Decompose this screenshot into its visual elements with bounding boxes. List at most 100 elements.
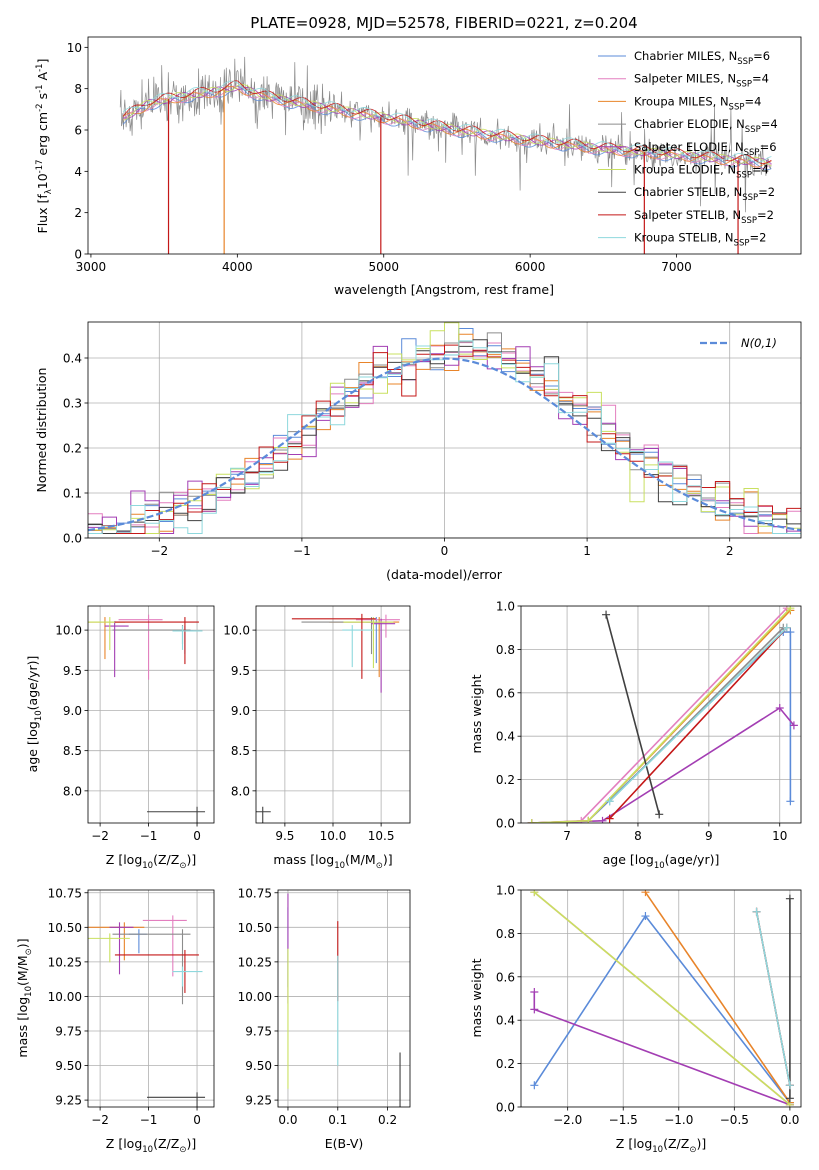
x-tick-label: 4000	[222, 260, 253, 274]
y-tick-label: 0.4	[496, 1014, 515, 1028]
axes-frame	[520, 605, 802, 824]
axes-weight_vs_Z: −2.0 −1.5 −1.0 −0.5 0.0 0.0 0.2 0.4 0.6 0.8 1.0	[496, 884, 802, 1127]
y-tick-label: 9.5	[63, 664, 82, 678]
text-run: age [log	[603, 852, 654, 867]
weight-marker	[785, 894, 794, 903]
text-run: )]	[696, 1136, 706, 1151]
y-tick-label: 8	[74, 82, 82, 96]
text-run: =4	[744, 94, 761, 108]
text-run: =4	[761, 117, 778, 131]
weight-marker	[785, 1081, 794, 1090]
weight-marker	[786, 606, 795, 613]
y-tick-label: 9.0	[63, 704, 82, 718]
y-tick-label: 0.8	[496, 927, 515, 941]
x-axis-label: Z [log10(Z/Z⊙)]	[616, 1136, 706, 1155]
script-run: 10	[142, 1145, 153, 1155]
plot-area	[88, 606, 214, 823]
y-tick-label: 0	[74, 248, 82, 262]
x-tick-label: −1	[140, 829, 158, 843]
text-run: PLATE=0928, MJD=52578, FIBERID=0221, z=0…	[250, 14, 637, 32]
legend-entry: N(0,1)	[741, 336, 777, 350]
weight-marker	[530, 987, 539, 996]
weight-line	[609, 627, 788, 802]
text-run: Salpeter ELODIE, N	[634, 140, 744, 154]
script-run: -17	[35, 159, 45, 173]
text-run: )]	[186, 1136, 196, 1151]
text-run: erg cm	[35, 112, 50, 160]
x-tick-label: −2	[91, 1113, 109, 1127]
y-tick-label: 0.3	[63, 397, 82, 411]
x-tick-label: −0.5	[720, 1113, 749, 1127]
x-tick-label: −1.0	[664, 1113, 693, 1127]
y-tick-label: 0.0	[496, 817, 515, 831]
legend-entry: Chabrier STELIB, NSSP=2	[634, 185, 775, 203]
x-tick-label: 10	[772, 829, 787, 843]
weight-line	[531, 607, 788, 823]
y-tick-label: 10.50	[48, 921, 82, 935]
y-tick-label: 1.0	[496, 884, 515, 898]
x-tick-label: −2	[91, 829, 109, 843]
y-tick-label: 1.0	[496, 600, 515, 614]
x-tick-label: −1	[140, 1113, 158, 1127]
axes-frame	[87, 36, 802, 255]
text-run: )]	[15, 938, 30, 948]
y-tick-label: 10.25	[48, 955, 82, 969]
y-tick-label: 6	[74, 124, 82, 138]
script-run: 10	[652, 1145, 663, 1155]
text-run: Kroupa STELIB, N	[634, 231, 734, 245]
x-tick-label: 8	[634, 829, 642, 843]
weight-marker	[602, 610, 611, 619]
residual-histogram	[88, 340, 801, 534]
x-tick-label: 10.0	[320, 829, 347, 843]
y-tick-label: 0.8	[496, 643, 515, 657]
legend-entry: Salpeter STELIB, NSSP=2	[634, 208, 774, 226]
text-run: s	[35, 93, 50, 104]
axes-age_vs_mass: 9.5 10.0 10.5 8.0 8.5 9.0 9.5 10.0	[223, 605, 411, 843]
text-run: Salpeter STELIB, N	[634, 208, 741, 222]
text-run: mass [log	[15, 997, 30, 1058]
normal-curve	[88, 357, 801, 532]
text-run: (age/yr)]	[25, 656, 40, 711]
text-run: =4	[752, 163, 769, 177]
text-run: =2	[758, 185, 775, 199]
y-axis-label: age [log10(age/yr)]	[25, 656, 44, 773]
text-run: mass [log	[273, 852, 334, 867]
y-tick-label: 10.0	[223, 624, 250, 638]
residual-histogram	[88, 344, 801, 534]
text-run: (M/M	[345, 852, 376, 867]
y-tick-label: 4	[74, 165, 82, 179]
weight-marker	[605, 797, 614, 806]
script-run: 10	[654, 861, 665, 871]
legend-entry: Kroupa MILES, NSSP=4	[634, 94, 761, 112]
script-run: ⊙	[179, 861, 186, 871]
axes-frame	[520, 889, 802, 1108]
y-tick-label: 0.6	[496, 686, 515, 700]
weight-marker	[752, 907, 761, 916]
x-axis-label: (data-model)/error	[386, 567, 503, 582]
weight-marker	[782, 623, 791, 632]
text-run: =2	[749, 231, 766, 245]
weight-line	[531, 706, 795, 823]
script-run: 10	[24, 986, 34, 997]
weight-marker	[530, 1081, 539, 1090]
script-run: λ	[44, 189, 54, 194]
y-tick-label: 0.1	[63, 487, 82, 501]
text-run: (age/yr)]	[665, 852, 720, 867]
script-run: 10	[142, 861, 153, 871]
y-tick-label: 9.75	[245, 1024, 272, 1038]
residual-histogram	[88, 322, 801, 534]
text-run: wavelength [Angstrom, rest frame]	[334, 282, 554, 297]
x-tick-label: 5000	[368, 260, 399, 274]
x-axis-label: wavelength [Angstrom, rest frame]	[334, 282, 554, 297]
x-axis-label: Z [log10(Z/Z⊙)]	[106, 1136, 196, 1155]
x-tick-label: 0	[193, 829, 201, 843]
axes-frame	[87, 605, 215, 824]
legend-entry: Kroupa ELODIE, NSSP=4	[634, 163, 769, 181]
text-run: (Z/Z	[663, 1136, 689, 1151]
x-tick-label: 10.5	[368, 829, 395, 843]
x-tick-label: 2	[726, 544, 734, 558]
axes-age_vs_Z: −2 −1 0 8.0 8.5 9.0 9.5 10.0	[55, 605, 215, 843]
weight-marker	[641, 912, 650, 921]
x-tick-label: 9	[705, 829, 713, 843]
